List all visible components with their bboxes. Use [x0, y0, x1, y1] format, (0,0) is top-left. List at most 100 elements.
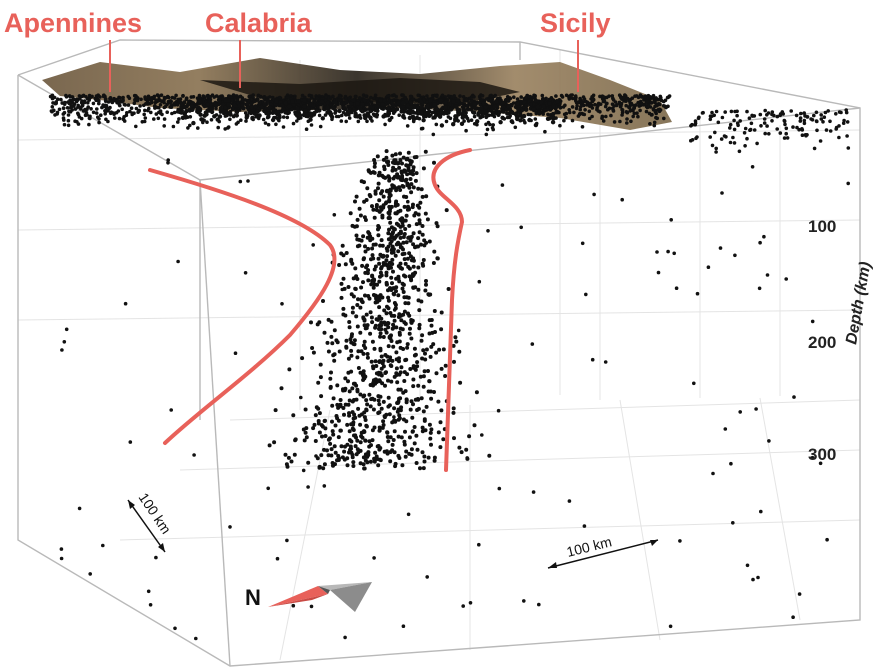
hypocenter-dot: [794, 113, 799, 118]
hypocenter-dot: [326, 453, 331, 458]
hypocenter-dot: [446, 94, 451, 98]
hypocenter-dot: [352, 342, 357, 347]
hypocenter-dot: [731, 521, 735, 525]
hypocenter-dot: [100, 105, 104, 110]
hypocenter-dot: [266, 486, 271, 491]
hypocenter-dot: [758, 112, 763, 117]
hypocenter-dot: [279, 386, 284, 391]
hypocenter-dot: [386, 344, 391, 349]
hypocenter-dot: [477, 279, 482, 284]
hypocenter-dot: [762, 117, 767, 121]
hypocenter-dot: [402, 439, 407, 444]
hypocenter-dot: [328, 441, 333, 446]
hypocenter-dot: [387, 191, 392, 196]
hypocenter-dot: [585, 103, 589, 107]
hypocenter-dot: [52, 108, 56, 113]
hypocenter-dot: [572, 110, 576, 115]
hypocenter-dot: [304, 435, 309, 440]
hypocenter-dot: [547, 101, 552, 106]
hypocenter-dot: [368, 104, 373, 109]
hypocenter-dot: [385, 322, 389, 327]
hypocenter-dot: [821, 120, 825, 124]
hypocenter-dot: [384, 280, 389, 285]
hypocenter-dot: [171, 124, 176, 129]
hypocenter-dot: [363, 418, 368, 422]
hypocenter-dot: [364, 94, 368, 98]
hypocenter-dot: [646, 93, 651, 98]
hypocenter-dot: [350, 410, 355, 415]
hypocenter-dot: [601, 119, 606, 123]
hypocenter-dot: [383, 353, 388, 357]
hypocenter-dot: [134, 124, 138, 129]
hypocenter-dot: [343, 635, 347, 640]
hypocenter-dot: [377, 327, 382, 332]
hypocenter-dot: [396, 417, 401, 422]
hypocenter-dot: [668, 624, 673, 629]
hypocenter-dot: [337, 456, 341, 461]
hypocenter-dot: [230, 106, 235, 111]
hypocenter-dot: [443, 363, 448, 368]
hypocenter-dot: [402, 320, 407, 325]
hypocenter-dot: [402, 379, 407, 383]
hypocenter-dot: [370, 438, 375, 443]
hypocenter-dot: [461, 95, 466, 99]
hypocenter-dot: [329, 334, 334, 339]
hypocenter-dot: [139, 97, 143, 102]
hypocenter-dot: [762, 121, 767, 125]
hypocenter-dot: [410, 429, 415, 434]
hypocenter-dot: [428, 354, 433, 359]
hypocenter-dot: [596, 103, 600, 108]
hypocenter-dot: [66, 100, 70, 104]
hypocenter-dot: [432, 458, 437, 463]
hypocenter-dot: [485, 127, 490, 132]
hypocenter-dot: [743, 144, 747, 148]
hypocenter-dot: [79, 105, 83, 110]
hypocenter-dot: [380, 425, 385, 430]
hypocenter-dot: [452, 436, 456, 441]
hypocenter-dot: [353, 415, 358, 420]
hypocenter-dot: [303, 95, 307, 100]
hypocenter-dot: [522, 599, 526, 603]
hypocenter-dot: [340, 243, 345, 248]
hypocenter-dot: [533, 117, 538, 121]
hypocenter-dot: [328, 96, 333, 101]
hypocenter-dot: [841, 121, 846, 125]
hypocenter-dot: [344, 338, 349, 343]
hypocenter-dot: [301, 468, 306, 473]
hypocenter-dot: [809, 117, 813, 121]
hypocenter-dot: [316, 380, 321, 385]
hypocenter-dot: [108, 111, 113, 116]
hypocenter-dot: [404, 449, 409, 454]
hypocenter-dot: [285, 538, 289, 543]
hypocenter-dot: [322, 484, 327, 488]
hypocenter-dot: [563, 103, 567, 108]
hypocenter-dot: [377, 447, 382, 452]
hypocenter-dot: [386, 439, 391, 444]
hypocenter-dot: [300, 356, 305, 361]
hypocenter-dot: [382, 308, 387, 313]
hypocenter-dot: [426, 389, 431, 394]
hypocenter-dot: [272, 440, 277, 445]
hypocenter-dot: [720, 115, 725, 120]
hypocenter-dot: [384, 311, 389, 316]
hypocenter-dot: [524, 95, 528, 100]
hypocenter-dot: [91, 110, 96, 115]
hypocenter-dot: [364, 398, 369, 403]
hypocenter-dot: [319, 99, 325, 104]
hypocenter-dot: [692, 381, 696, 386]
hypocenter-dot: [168, 101, 172, 105]
hypocenter-dot: [477, 542, 481, 547]
hypocenter-dot: [358, 305, 363, 310]
hypocenter-dot: [389, 339, 394, 343]
hypocenter-dot: [611, 109, 616, 113]
hypocenter-dot: [493, 93, 498, 98]
hypocenter-dot: [407, 435, 412, 440]
hypocenter-dot: [182, 111, 187, 117]
hypocenter-dot: [419, 338, 424, 343]
hypocenter-dot: [411, 165, 416, 170]
hypocenter-dot: [89, 107, 93, 111]
hypocenter-dot: [435, 256, 440, 261]
hypocenter-dot: [283, 110, 288, 115]
hypocenter-dot: [381, 157, 386, 162]
hypocenter-dot: [564, 115, 568, 120]
